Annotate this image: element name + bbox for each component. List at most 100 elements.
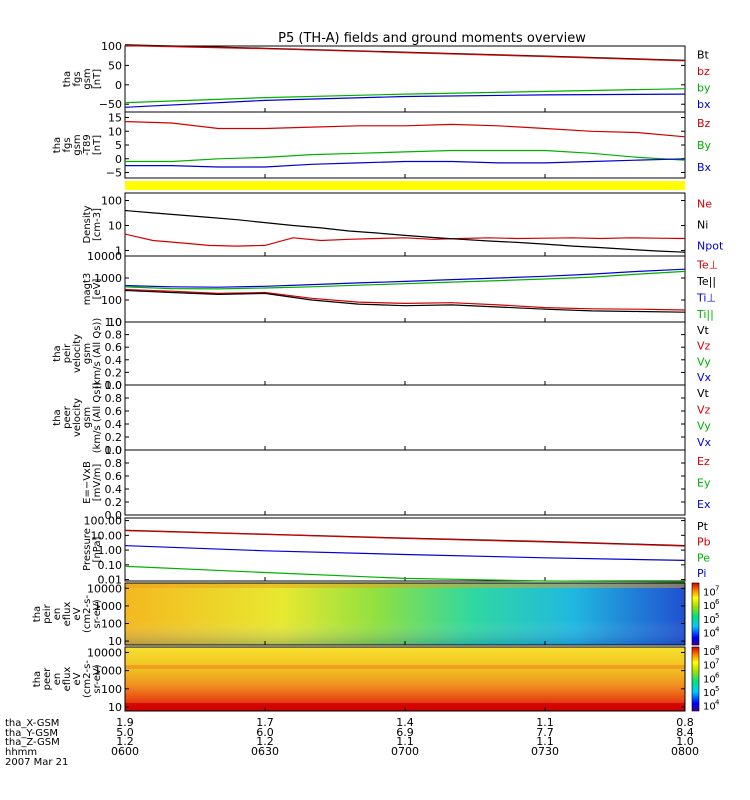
panel-frame bbox=[124, 321, 686, 386]
y-tick-label: 0.0 bbox=[105, 379, 123, 392]
colorbar-tick-label: 10 bbox=[703, 688, 716, 699]
time-tick-label: 0800 bbox=[671, 745, 699, 758]
y-tick-label: 15 bbox=[108, 112, 122, 125]
colorbar-tick-label: 10 bbox=[703, 702, 716, 713]
ylabel-line: gsm bbox=[82, 407, 93, 428]
series-line-ni bbox=[124, 209, 686, 253]
panel-frame bbox=[124, 449, 686, 516]
y-tick-label: 10 bbox=[108, 635, 122, 648]
ylabel-line: sr-eV) bbox=[92, 664, 103, 693]
ylabel-line: eV bbox=[72, 607, 83, 620]
colorbar-tick-label: 10 bbox=[703, 629, 716, 640]
panel-frame bbox=[124, 517, 686, 582]
colorbar-tick-exponent: 7 bbox=[715, 584, 719, 592]
panel-peer-velocity: tha peer velocity gsm (km/s (All Qs)) 1.00.8… bbox=[52, 379, 712, 457]
legend-item: Ne bbox=[697, 198, 712, 211]
y-tick-label: 10 bbox=[108, 125, 122, 138]
time-tick-label: 0700 bbox=[391, 745, 419, 758]
legend-item: By bbox=[697, 139, 712, 152]
y-tick-label: 1000 bbox=[94, 600, 122, 613]
y-tick-label: 0.10 bbox=[98, 559, 123, 572]
panel-y-ticks: 1.00.80.60.40.20.0 bbox=[105, 316, 686, 392]
y-tick-label: 100 bbox=[101, 40, 122, 53]
legend-item: Vx bbox=[697, 371, 712, 384]
y-tick-label: 1.00 bbox=[98, 544, 123, 557]
legend-item: Vt bbox=[697, 324, 710, 337]
y-tick-label: 10 bbox=[108, 316, 122, 329]
ylabel-line: gsm bbox=[82, 68, 93, 89]
ephemeris-value: 1.2 bbox=[256, 735, 274, 748]
y-tick-label: 0.6 bbox=[105, 341, 123, 354]
ephemeris-value: 1.1 bbox=[536, 716, 554, 729]
ephemeris-value: 5.0 bbox=[116, 726, 134, 739]
ylabel-line: [mV/m] bbox=[92, 464, 103, 502]
series-line-by bbox=[125, 149, 686, 163]
ylabel-line: (cm2-s- bbox=[82, 595, 93, 633]
ylabel-line: -T89 bbox=[82, 134, 93, 156]
spectrogram-band bbox=[125, 665, 685, 669]
ylabel-line: (cm2-s- bbox=[82, 660, 93, 698]
spectrogram-image bbox=[125, 647, 685, 711]
legend-item: Pb bbox=[697, 536, 711, 549]
y-tick-label: 0.4 bbox=[105, 483, 123, 496]
time-axis-row-label: tha_Z-GSM bbox=[5, 737, 60, 748]
ephemeris-value: 7.7 bbox=[536, 726, 554, 739]
series-line-by bbox=[124, 88, 686, 104]
y-tick-label: 0.0 bbox=[105, 509, 123, 522]
y-tick-label: 1.0 bbox=[105, 444, 123, 457]
y-tick-label: 50 bbox=[108, 59, 122, 72]
ylabel-line: Density bbox=[82, 205, 93, 243]
ylabel-line: tha bbox=[52, 409, 63, 425]
panel-frame bbox=[124, 192, 686, 257]
ylabel-line: eV bbox=[72, 672, 83, 685]
colorbar-tick-label: 10 bbox=[703, 661, 716, 672]
panel-legend: Pt Pb Pe Pi bbox=[697, 520, 711, 580]
ylabel-line: peer bbox=[62, 405, 73, 429]
legend-item: Ex bbox=[697, 498, 711, 511]
panel-y-ticks: 1.00.80.60.40.20.0 bbox=[105, 444, 686, 522]
ylabel-line: tha bbox=[32, 606, 43, 622]
colorbar-tick-exponent: 6 bbox=[715, 598, 720, 606]
legend-item: bz bbox=[697, 65, 710, 78]
colorbar-scale bbox=[691, 646, 700, 712]
spectrogram-top-band bbox=[125, 583, 685, 588]
colorbar-tick-exponent: 4 bbox=[715, 626, 720, 634]
y-tick-label: 0.2 bbox=[105, 366, 123, 379]
y-tick-label: 100 bbox=[101, 195, 122, 208]
time-tick-label: 0730 bbox=[531, 745, 559, 758]
ylabel-line: [eV] bbox=[92, 279, 103, 300]
legend-item: Ni bbox=[697, 219, 708, 232]
legend-item: Vx bbox=[697, 436, 712, 449]
ylabel-line: en bbox=[52, 673, 63, 686]
y-tick-label: 0.2 bbox=[105, 496, 123, 509]
ylabel-line: (km/s (All Qs)) bbox=[92, 382, 103, 454]
y-tick-label: 100 bbox=[101, 683, 122, 696]
time-axis-row-label: hhmm bbox=[5, 747, 37, 758]
y-tick-label: 0.2 bbox=[105, 431, 123, 444]
series-line-te bbox=[124, 288, 686, 311]
legend-item: Te⊥ bbox=[696, 258, 718, 271]
panel-legend: Te⊥ Te|| Ti⊥ Ti|| bbox=[696, 258, 718, 321]
panel-temperature: magt3 [eV] 10000 1000 100 10 Te⊥ Te|| Ti⊥ Ti|| bbox=[82, 250, 718, 329]
panel-ylabel: Density [cm-3] bbox=[82, 205, 103, 243]
legend-item: Ez bbox=[697, 455, 710, 468]
ylabel-line: gsm bbox=[82, 343, 93, 364]
panel-y-ticks: 10000 1000 100 10 bbox=[87, 582, 686, 648]
series-line-pi bbox=[124, 545, 686, 561]
legend-item: Te|| bbox=[696, 275, 716, 288]
panel-peer-energy-spectrogram: tha peer en eflux eV (cm2-s-sr-eV) 1000010001… bbox=[32, 644, 720, 714]
ylabel-line: gsm bbox=[72, 134, 83, 155]
panel-legend: Ez Ey Ex bbox=[697, 455, 711, 511]
y-tick-label: 10 bbox=[108, 219, 122, 232]
ylabel-line: fgs bbox=[62, 137, 73, 152]
y-tick-label: 100 bbox=[101, 294, 122, 307]
colorbar-tick-label: 10 bbox=[703, 615, 716, 626]
panel-y-ticks: 10000 1000 100 10 bbox=[87, 250, 686, 329]
legend-item: Ti⊥ bbox=[696, 291, 716, 304]
ephemeris-value: 1.4 bbox=[396, 716, 414, 729]
panel-legend: Vt Vz Vy Vx bbox=[697, 324, 712, 384]
y-tick-label: 1.0 bbox=[105, 316, 123, 329]
